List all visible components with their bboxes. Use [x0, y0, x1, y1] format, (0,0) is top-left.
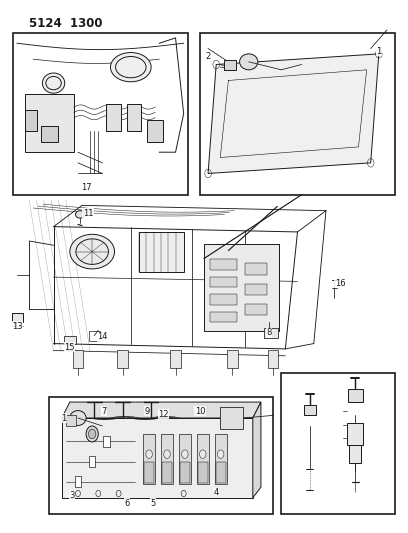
Bar	[66, 415, 76, 426]
Text: 9: 9	[144, 407, 150, 416]
Bar	[162, 462, 172, 483]
Bar	[139, 232, 184, 272]
Text: 13: 13	[12, 321, 22, 330]
Text: 1: 1	[376, 47, 381, 55]
Text: 14: 14	[97, 332, 108, 341]
Bar	[245, 304, 267, 316]
Circle shape	[217, 450, 224, 458]
Text: 7: 7	[102, 407, 107, 416]
Bar	[220, 407, 243, 429]
Circle shape	[182, 450, 188, 458]
Bar	[204, 244, 279, 332]
Bar	[13, 33, 188, 195]
Bar	[210, 259, 237, 270]
Bar	[210, 312, 237, 322]
Bar	[304, 405, 316, 415]
Text: 11: 11	[83, 209, 93, 218]
Bar	[198, 462, 208, 483]
Bar	[161, 434, 173, 484]
Bar	[245, 284, 267, 295]
Text: 5: 5	[151, 498, 156, 507]
Bar	[147, 120, 163, 142]
Bar	[348, 389, 363, 402]
Bar	[144, 462, 154, 483]
Bar	[180, 462, 190, 483]
Polygon shape	[62, 402, 261, 418]
Bar	[210, 294, 237, 305]
Bar	[62, 418, 253, 498]
Text: 16: 16	[335, 279, 346, 288]
Bar	[49, 397, 273, 514]
Bar	[264, 328, 278, 338]
Ellipse shape	[86, 426, 98, 442]
Circle shape	[89, 429, 96, 439]
Bar	[127, 104, 141, 131]
Text: 17: 17	[81, 183, 91, 192]
Text: 8: 8	[266, 328, 272, 337]
Polygon shape	[253, 402, 261, 498]
Text: 6: 6	[124, 498, 129, 507]
Ellipse shape	[111, 53, 151, 82]
Bar	[170, 351, 181, 368]
Ellipse shape	[70, 235, 115, 269]
Text: 10: 10	[195, 407, 205, 416]
Bar	[245, 263, 267, 275]
Bar	[41, 126, 58, 142]
Bar	[89, 332, 100, 341]
Circle shape	[200, 450, 206, 458]
Bar	[75, 477, 81, 487]
Bar	[224, 60, 236, 70]
Text: 3: 3	[69, 490, 75, 499]
Bar	[89, 456, 95, 467]
Text: 12: 12	[158, 410, 169, 419]
Bar	[179, 434, 191, 484]
Text: 5124  1300: 5124 1300	[29, 17, 103, 29]
Ellipse shape	[75, 211, 84, 218]
Bar	[216, 462, 226, 483]
Bar	[118, 351, 128, 368]
Circle shape	[146, 450, 152, 458]
Bar	[349, 445, 361, 463]
Bar	[268, 351, 278, 368]
Bar	[215, 434, 227, 484]
Bar	[25, 110, 37, 131]
Bar	[210, 277, 237, 287]
Polygon shape	[208, 54, 379, 173]
Ellipse shape	[70, 410, 86, 425]
Ellipse shape	[239, 54, 258, 70]
Bar	[106, 104, 121, 131]
Bar	[200, 33, 395, 195]
Bar	[25, 94, 74, 152]
Bar	[347, 423, 364, 445]
Text: 1: 1	[61, 414, 67, 423]
Ellipse shape	[42, 73, 65, 93]
Text: 4: 4	[213, 488, 219, 497]
Bar	[73, 351, 83, 368]
Bar	[197, 434, 209, 484]
Bar	[12, 313, 24, 322]
Bar	[64, 336, 76, 344]
Text: 2: 2	[206, 52, 211, 61]
Circle shape	[164, 450, 170, 458]
Bar	[227, 351, 238, 368]
Text: 15: 15	[64, 343, 75, 352]
Bar	[143, 434, 155, 484]
Bar	[103, 436, 110, 447]
Bar	[281, 373, 395, 514]
